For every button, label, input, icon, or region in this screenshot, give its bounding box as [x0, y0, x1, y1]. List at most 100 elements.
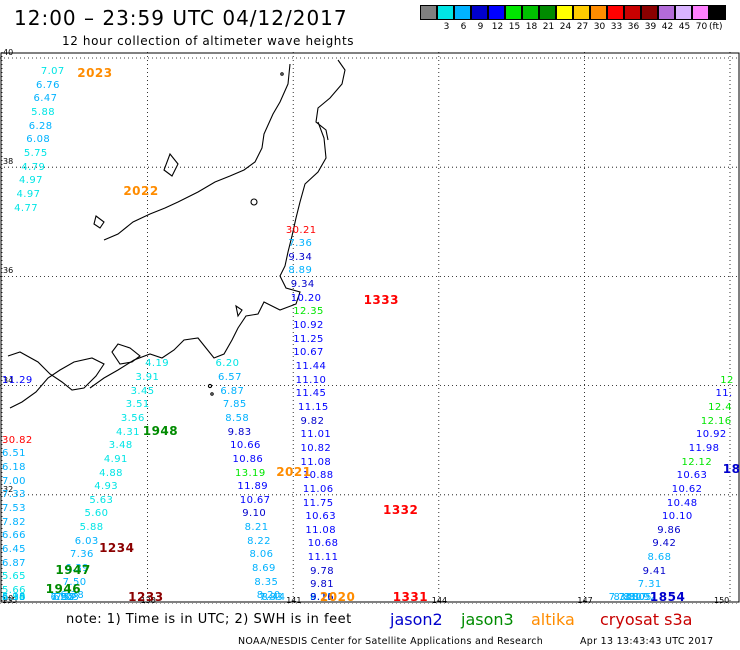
- wave-height-label: 6.47: [33, 93, 58, 105]
- wave-height-label: 8.21: [244, 522, 269, 534]
- wave-height-map: 40 38 36 34 32 30 135 138 141 144 147 150 7.07 6.76 6.…: [0, 48, 740, 605]
- chart-subtitle: 12 hour collection of altimeter wave hei…: [62, 34, 355, 48]
- wave-height-label: 6.66: [2, 530, 26, 542]
- wave-height-label: 30.21: [285, 224, 317, 236]
- wave-height-label: 10.62: [671, 483, 703, 495]
- wave-height-label: 6.57: [217, 371, 242, 383]
- color-legend: (ft) 3 6 9 12 15 18 21 24 27 30 33 36 39 42 45 70: [420, 5, 726, 33]
- wave-height-label: 9.82: [300, 415, 325, 427]
- credit-text: NOAA/NESDIS Center for Satellite Applica…: [238, 636, 544, 647]
- legend-tick-label: 30: [593, 22, 606, 32]
- footnote: note: 1) Time is in UTC; 2) SWH is in fe…: [66, 612, 352, 627]
- wave-height-label: 12: [720, 374, 734, 386]
- wave-height-label: 11.98: [688, 442, 720, 454]
- wave-height-label: 8.17: [623, 592, 648, 603]
- coastline-sado: [163, 152, 179, 177]
- wave-height-label: 11.10: [295, 374, 327, 386]
- wave-height-label: 6.28: [28, 120, 53, 132]
- map-canvas: [0, 52, 740, 604]
- wave-height-label: 9.34: [290, 279, 315, 291]
- legend-swatch: [641, 5, 658, 20]
- wave-height-label: 9.10: [242, 508, 267, 520]
- legend-swatch: [471, 5, 488, 20]
- coastline-kyushu: [7, 351, 105, 409]
- wave-height-label: 7.30: [618, 592, 643, 603]
- legend-tick-label: 27: [576, 22, 589, 32]
- wave-height-label: 11.08: [305, 524, 336, 536]
- wave-height-label: 10.92: [293, 320, 324, 332]
- satellite-legend-jason3: jason3: [461, 610, 514, 629]
- coastline-small-island: [250, 198, 258, 206]
- wave-height-label: 6.87: [220, 385, 245, 397]
- longitude-label: 147: [577, 596, 593, 605]
- wave-height-label: 5.63: [89, 494, 114, 506]
- wave-height-label: 10.67: [239, 494, 271, 506]
- wave-height-label: 6.51: [2, 448, 26, 460]
- wave-height-label: 7.36: [69, 549, 94, 561]
- wave-height-label: 10.63: [676, 470, 708, 482]
- wave-height-label: 7.07: [40, 66, 65, 78]
- wave-height-label: 30.82: [2, 434, 33, 446]
- wave-height-label: 13.19: [234, 467, 266, 479]
- wave-height-label: 5.88: [79, 522, 104, 534]
- wave-height-label: 8.44: [261, 592, 286, 603]
- pass-time-label: 1946: [45, 582, 82, 597]
- coastline-honshu-east: [89, 121, 327, 389]
- wave-height-label: 11.29: [2, 374, 33, 386]
- wave-height-label: 11.06: [302, 483, 334, 495]
- wave-height-label: 7.50: [62, 576, 87, 588]
- wave-height-label: 8.21: [613, 592, 638, 603]
- legend-swatch: [658, 5, 675, 20]
- wave-height-label: 7.85: [222, 399, 247, 411]
- latitude-label: 32: [3, 484, 14, 494]
- coastline-oki: [93, 215, 105, 229]
- wave-height-label: 8.20: [256, 590, 281, 602]
- legend-tick-label: 33: [610, 22, 623, 32]
- coastline-izu-oshima: [235, 304, 243, 318]
- legend-swatch: [590, 5, 607, 20]
- wave-height-label: 10.68: [307, 538, 339, 550]
- wave-height-label: 6.18: [2, 462, 26, 474]
- legend-tick-label: 3: [443, 22, 450, 32]
- legend-tick-label: 36: [627, 22, 640, 32]
- wave-height-label: 7.00: [2, 475, 26, 487]
- wave-height-label: 10.92: [696, 429, 727, 441]
- pass-time-label: 1332: [382, 502, 419, 517]
- legend-swatch: [505, 5, 522, 20]
- legend-swatch: [420, 5, 437, 20]
- wave-height-label: 11.01: [300, 429, 332, 441]
- wave-height-label: 8.92: [632, 592, 657, 603]
- wave-height-label: 4.98: [2, 592, 26, 603]
- legend-swatch: [539, 5, 556, 20]
- wave-height-label: 8.05: [628, 592, 652, 603]
- wave-height-label: 8.75: [310, 592, 335, 603]
- legend-swatch: [709, 5, 726, 20]
- legend-tick-label: 9: [477, 22, 484, 32]
- wave-height-label: 3.45: [130, 385, 155, 397]
- legend-swatch: [522, 5, 539, 20]
- legend-swatch: [573, 5, 590, 20]
- wave-height-label: 7.85: [50, 592, 75, 603]
- wave-height-label: 10.86: [232, 453, 264, 465]
- wave-height-label: 12.35: [293, 306, 324, 318]
- wave-height-label: 7.30: [608, 592, 633, 603]
- coastline-islet: [280, 72, 284, 76]
- satellite-legend-jason2: jason2: [390, 610, 443, 629]
- wave-height-label: 6.39: [65, 563, 89, 575]
- wave-height-label: 6.03: [74, 535, 99, 547]
- pass-time-label: 1234: [99, 541, 135, 556]
- wave-height-label: 9.34: [288, 251, 313, 263]
- wave-height-label: 7.82: [2, 516, 26, 528]
- wave-height-label: 7.03: [55, 592, 80, 603]
- wave-height-label: 6.45: [2, 543, 26, 555]
- legend-unit: (ft): [709, 22, 723, 32]
- longitude-label: 138: [140, 596, 156, 605]
- wave-height-label: 11.: [715, 388, 733, 400]
- wave-height-label: 9.41: [642, 565, 667, 577]
- wave-height-label: 4.19: [145, 358, 170, 370]
- wave-height-label: 12.4: [708, 401, 733, 413]
- legend-swatch: [454, 5, 471, 20]
- legend-swatch: [556, 5, 573, 20]
- chart-title: 12:00 – 23:59 UTC 04/12/2017: [14, 6, 348, 30]
- wave-height-label: 5.65: [2, 571, 26, 583]
